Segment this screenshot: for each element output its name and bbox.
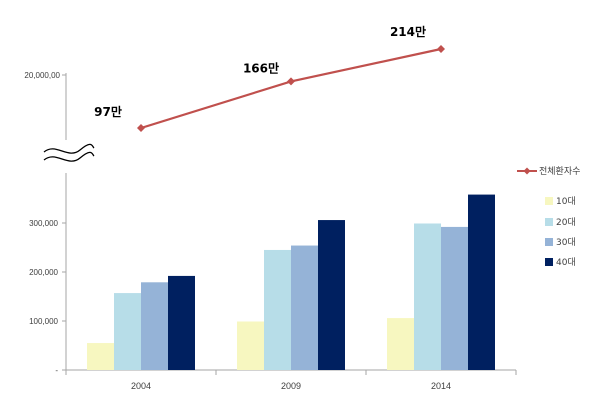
bar [237, 321, 264, 370]
line-data-label: 166만 [243, 60, 279, 75]
legend-swatch [545, 258, 553, 266]
bar [264, 249, 291, 370]
legend-label: 40대 [556, 257, 576, 268]
axis-break-symbol [43, 143, 95, 154]
y-tick-label: 100,000 [29, 317, 58, 326]
legend: 전체환자수 10대 20대 30대 40대 [517, 165, 580, 268]
x-tick-label: 2004 [131, 381, 151, 391]
legend-label: 10대 [556, 196, 576, 207]
line-point [287, 77, 295, 86]
bar [87, 343, 114, 370]
bar [414, 223, 441, 370]
axis-break-symbol [43, 151, 95, 162]
line-path [140, 47, 442, 130]
bar [468, 194, 495, 370]
line-point [437, 45, 445, 53]
line-series: 97만 166만 214만 [94, 24, 445, 132]
legend-label: 20대 [556, 217, 576, 228]
bar [387, 318, 414, 370]
legend-label: 30대 [556, 237, 576, 248]
legend-swatch [545, 218, 553, 226]
line-point [137, 124, 145, 132]
bar [168, 275, 195, 370]
y-tick-label: 300,000 [29, 219, 58, 228]
bar [114, 293, 141, 370]
bar [318, 220, 345, 370]
bar [291, 245, 318, 370]
bar [141, 282, 168, 370]
x-tick-label: 2009 [281, 381, 301, 391]
legend-swatch-marker [523, 167, 531, 175]
line-data-label: 97만 [94, 104, 122, 119]
x-tick-label: 2014 [431, 381, 451, 391]
line-data-label: 214만 [390, 24, 426, 39]
y-tick-label: 200,000 [29, 268, 58, 277]
y-tick-label: - [55, 366, 58, 375]
bar [441, 226, 468, 370]
y-tick-label-upper: 20,000,00 [24, 71, 60, 80]
bar-series [87, 194, 495, 370]
legend-swatch [545, 197, 553, 205]
legend-label: 전체환자수 [539, 165, 580, 177]
legend-swatch [545, 238, 553, 246]
